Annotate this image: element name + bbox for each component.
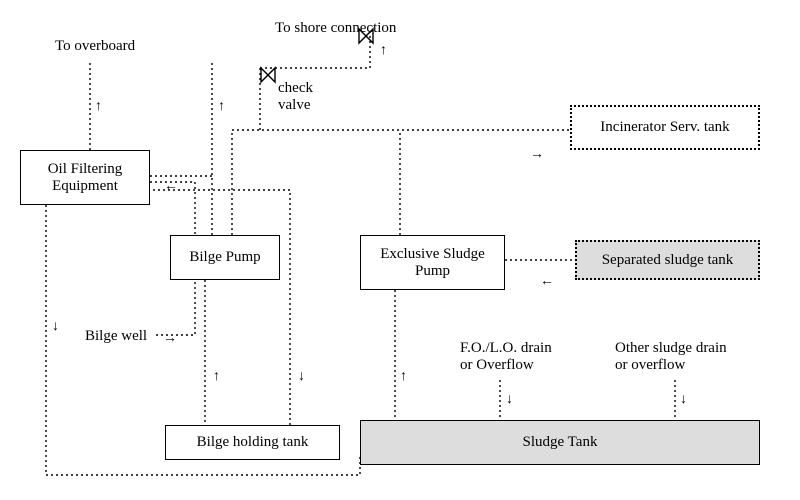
- node-oil-filtering: Oil FilteringEquipment: [20, 150, 150, 205]
- label-to-overboard: To overboard: [55, 38, 135, 55]
- flow-arrow-icon: ↓: [52, 320, 59, 334]
- flow-arrow-icon: ↑: [213, 370, 220, 384]
- flow-arrow-icon: ↓: [298, 370, 305, 384]
- flow-arrow-icon: ↓: [680, 393, 687, 407]
- flow-arrow-icon: ↑: [400, 370, 407, 384]
- flow-arrow-icon: →: [530, 148, 544, 162]
- flow-arrow-icon: ↑: [380, 44, 387, 58]
- node-bilge-pump: Bilge Pump: [170, 235, 280, 280]
- label-check-valve: checkvalve: [278, 80, 313, 113]
- flow-arrow-icon: ↓: [506, 393, 513, 407]
- label-other-sludge-drain: Other sludge drainor overflow: [615, 340, 727, 375]
- flow-arrow-icon: ←: [540, 275, 554, 289]
- node-incinerator-serv-tank: Incinerator Serv. tank: [570, 105, 760, 150]
- label-fo-lo-drain: F.O./L.O. drainor Overflow: [460, 340, 552, 375]
- node-exclusive-sludge-pump: Exclusive SludgePump: [360, 235, 505, 290]
- flow-arrow-icon: ←: [164, 180, 178, 194]
- flow-arrow-icon: ↑: [95, 100, 102, 114]
- node-sludge-tank: Sludge Tank: [360, 420, 760, 465]
- flow-arrow-icon: ↑: [218, 100, 225, 114]
- label-to-shore: To shore connection: [275, 20, 396, 37]
- label-bilge-well: Bilge well: [85, 328, 147, 345]
- flow-arrow-icon: →: [163, 332, 177, 346]
- node-bilge-holding-tank: Bilge holding tank: [165, 425, 340, 460]
- node-separated-sludge-tank: Separated sludge tank: [575, 240, 760, 280]
